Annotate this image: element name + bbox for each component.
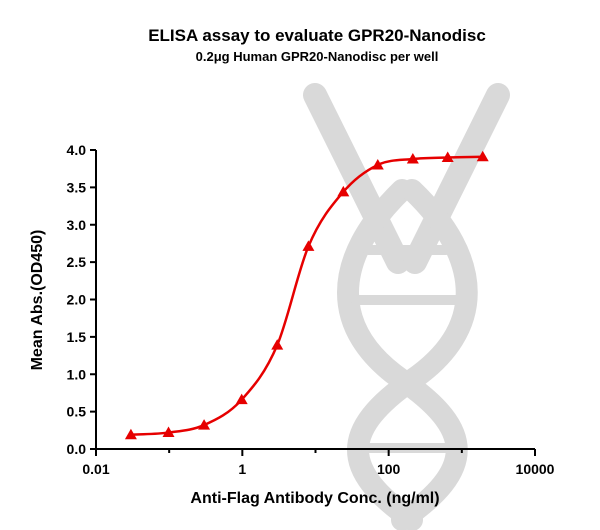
data-point [476, 150, 489, 162]
watermark-logo [303, 83, 510, 530]
data-point [371, 158, 384, 170]
x-tick-label: 10000 [516, 461, 555, 477]
data-point [271, 339, 284, 350]
x-axis-label: Anti-Flag Antibody Conc. (ng/ml) [190, 490, 439, 507]
y-tick-label: 4.0 [67, 142, 87, 158]
data-point [441, 151, 454, 162]
data-point [235, 393, 248, 405]
y-tick-label: 0.0 [67, 441, 87, 457]
data-point [162, 426, 175, 438]
data-point [198, 419, 211, 430]
plot-area [124, 150, 489, 440]
x-tick-label: 1 [238, 461, 246, 477]
y-tick-label: 3.5 [67, 179, 87, 195]
chart-subtitle: 0.2μg Human GPR20-Nanodisc per well [196, 49, 439, 64]
y-axis-label: Mean Abs.(OD450) [29, 230, 46, 371]
x-axis: 0.01 1 100 10000 [82, 448, 555, 477]
x-tick-label: 100 [377, 461, 401, 477]
y-tick-label: 2.0 [67, 292, 87, 308]
y-tick-label: 1.0 [67, 366, 87, 382]
x-tick-label: 0.01 [82, 461, 109, 477]
y-tick-label: 1.5 [67, 329, 87, 345]
y-axis: 0.0 0.5 1.0 1.5 2.0 2.5 3.0 3.5 4.0 [67, 142, 97, 457]
data-point [124, 428, 137, 440]
y-tick-label: 2.5 [67, 254, 87, 270]
y-tick-label: 0.5 [67, 404, 87, 420]
data-point [337, 185, 350, 197]
data-point [406, 152, 419, 164]
y-tick-label: 3.0 [67, 217, 87, 233]
chart-title: ELISA assay to evaluate GPR20-Nanodisc [148, 26, 486, 45]
data-point [302, 240, 315, 251]
